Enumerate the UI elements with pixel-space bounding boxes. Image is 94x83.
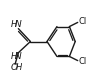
Text: Cl: Cl bbox=[78, 57, 86, 65]
Text: N: N bbox=[15, 52, 21, 61]
Text: H: H bbox=[11, 20, 17, 29]
Text: Cl: Cl bbox=[78, 18, 86, 26]
Text: H: H bbox=[11, 52, 17, 61]
Text: O: O bbox=[11, 63, 18, 72]
Text: N: N bbox=[15, 20, 21, 29]
Text: H: H bbox=[16, 63, 22, 72]
